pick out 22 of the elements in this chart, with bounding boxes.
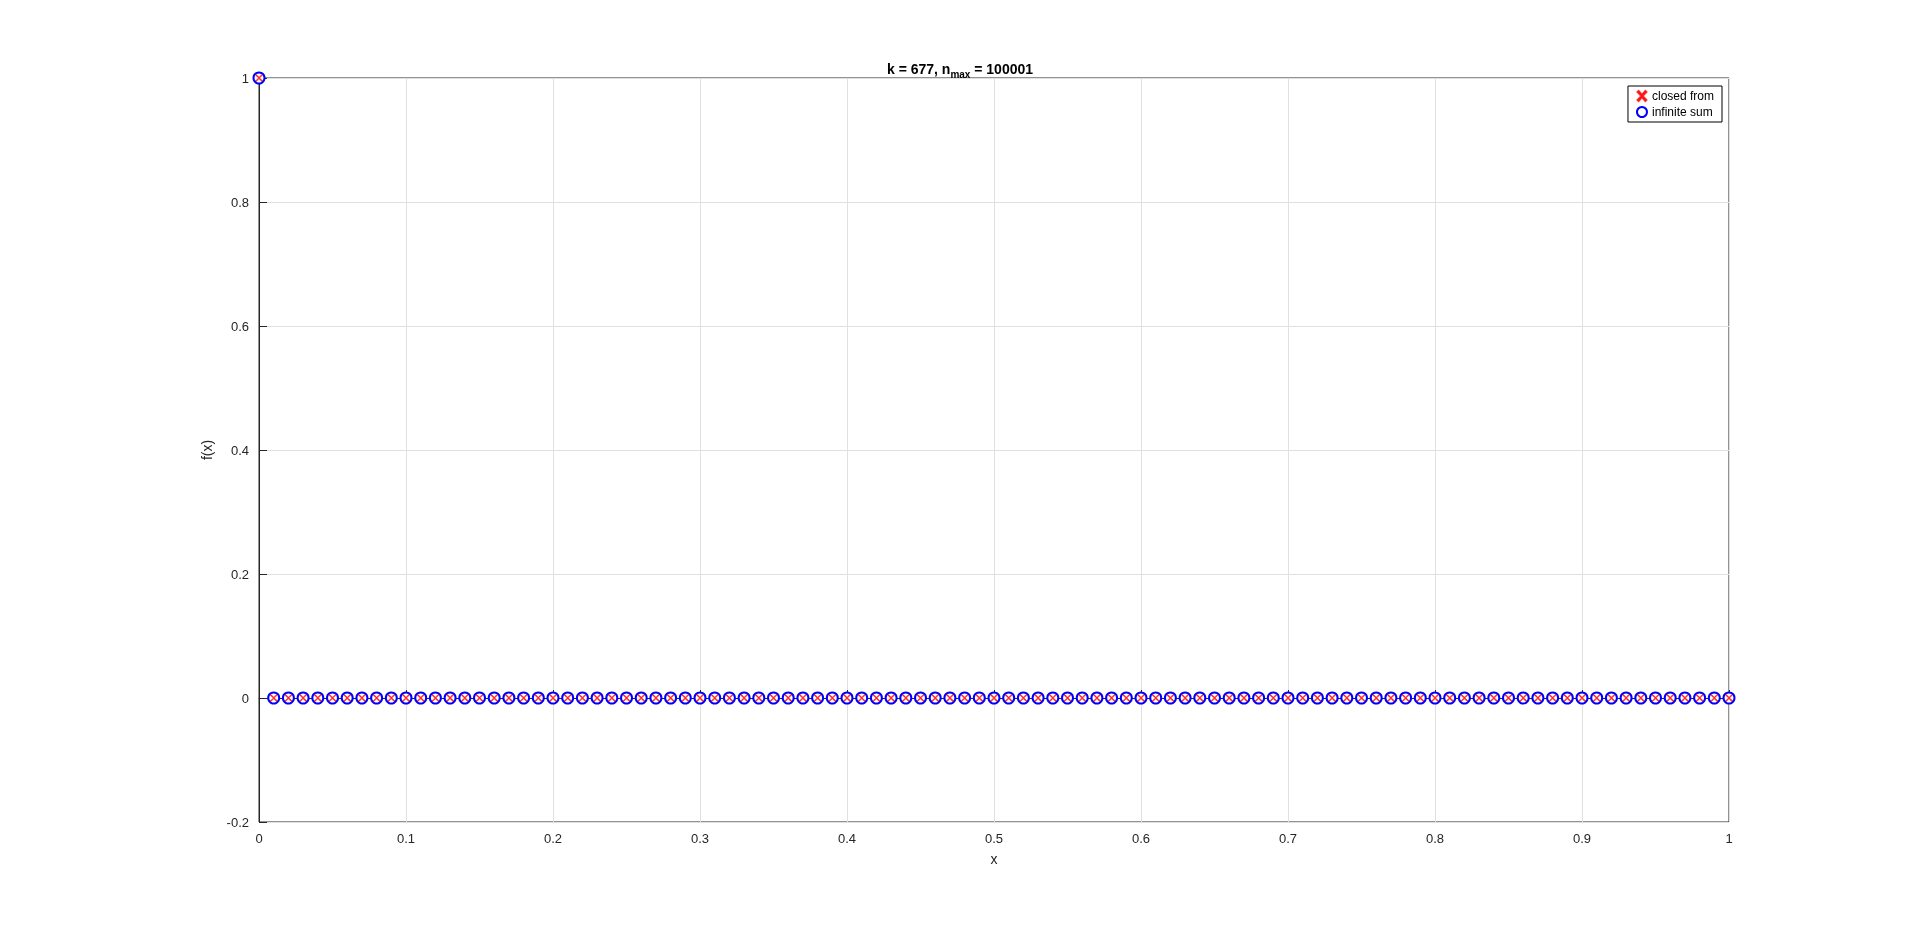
x-tick-label: 0.5 — [984, 831, 1004, 846]
x-tick-label: 0.7 — [1278, 831, 1298, 846]
y-tick-label: 0 — [241, 690, 249, 706]
x-tick-label: 0.3 — [690, 831, 710, 846]
x-tick-label: 0 — [255, 831, 263, 846]
x-tick-label: 0.9 — [1572, 831, 1592, 846]
y-tick-label: -0.2 — [226, 814, 249, 830]
legend-label: infinite sum — [1651, 105, 1713, 119]
x-tick-label: 0.8 — [1425, 831, 1445, 846]
x-tick-label: 0.2 — [543, 831, 563, 846]
x-axis-title: x — [990, 851, 998, 867]
x-tick-label: 0.1 — [396, 831, 416, 846]
x-tick-label: 0.4 — [837, 831, 857, 846]
y-tick-label: 0.2 — [230, 566, 249, 582]
y-tick-label: 0.4 — [230, 442, 249, 458]
y-tick-label: 0.8 — [230, 194, 249, 210]
y-tick-label: 0.6 — [230, 318, 249, 334]
x-tick-label: 1 — [1725, 831, 1733, 846]
legend-label: closed from — [1651, 89, 1715, 103]
x-tick-label: 0.6 — [1131, 831, 1151, 846]
y-axis-title: f(x) — [199, 439, 215, 461]
y-tick-label: 1 — [241, 70, 249, 86]
